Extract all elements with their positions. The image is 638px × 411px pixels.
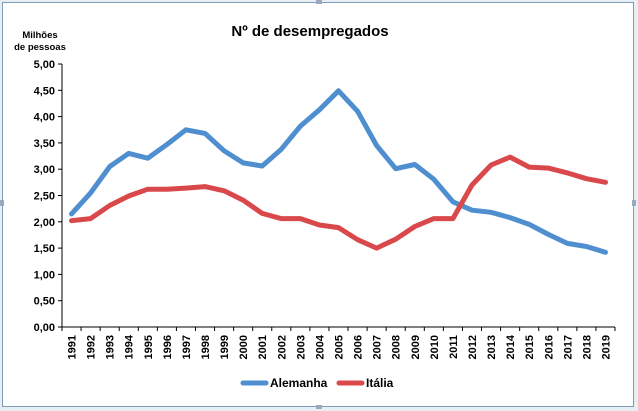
y-tick-label: 0,50 <box>34 296 55 308</box>
x-tick-label: 2019 <box>600 335 612 359</box>
x-tick-label: 2001 <box>257 335 269 359</box>
x-tick-label: 2004 <box>314 334 326 359</box>
x-tick-labels: 1991 1992 1993 1994 1995 1996 1997 1998 1999 2000… <box>67 334 613 359</box>
x-tick-label: 1998 <box>200 335 212 359</box>
x-tick-label: 2017 <box>562 335 574 359</box>
y-tick-label: 4,50 <box>34 85 55 97</box>
legend: Alemanha Itália <box>240 376 394 390</box>
x-tick-label: 1992 <box>86 335 98 359</box>
x-tick-label: 2003 <box>295 335 307 359</box>
resize-handle-left[interactable] <box>0 200 4 206</box>
x-tick-label: 2014 <box>505 334 517 359</box>
x-tick-label: 2007 <box>372 335 384 359</box>
x-tick-label: 2009 <box>410 335 422 359</box>
series-line-itália <box>69 154 608 251</box>
resize-handle-bottom[interactable] <box>316 405 322 409</box>
y-tick-label: 3,00 <box>34 164 55 176</box>
x-tick-label: 2006 <box>353 335 365 359</box>
x-tick-label: 1999 <box>219 335 231 359</box>
x-tick-label: 1996 <box>162 335 174 359</box>
y-tick-label: 1,00 <box>34 269 55 281</box>
series-lines <box>69 88 608 255</box>
y-tick-label: 2,50 <box>34 191 55 203</box>
x-tick-label: 1995 <box>143 335 155 359</box>
y-tick-label: 2,00 <box>34 217 55 229</box>
x-tick-label: 2002 <box>276 335 288 359</box>
x-tick-label: 2018 <box>581 335 593 359</box>
chart-title: Nº de desempregados <box>231 23 388 40</box>
x-tick-label: 2013 <box>486 335 498 359</box>
y-axis-label-line2: de pessoas <box>14 42 66 53</box>
x-tick-label: 2016 <box>543 335 555 359</box>
resize-handle-top[interactable] <box>316 0 322 4</box>
x-tick-label: 1993 <box>105 335 117 359</box>
x-tick-label: 2011 <box>448 335 460 359</box>
y-tick-label: 3,50 <box>34 138 55 150</box>
x-tick-label: 2000 <box>238 335 250 359</box>
axes <box>58 63 616 331</box>
y-tick-label: 4,00 <box>34 112 55 124</box>
y-tick-label: 5,00 <box>34 59 55 71</box>
x-tick-label: 2008 <box>391 335 403 359</box>
x-tick-label: 1997 <box>181 335 193 359</box>
x-tick-label: 2005 <box>334 335 346 359</box>
y-tick-label: 1,50 <box>34 243 55 255</box>
resize-handle-right[interactable] <box>632 200 636 206</box>
legend-label-alemanha: Alemanha <box>270 376 328 390</box>
x-tick-label: 2010 <box>429 335 441 359</box>
series-line-alemanha <box>69 88 608 255</box>
y-tick-label: 0,00 <box>34 322 55 334</box>
legend-label-itália: Itália <box>366 376 394 390</box>
y-axis-label-line1: Milhões <box>22 30 57 41</box>
x-tick-label: 1994 <box>124 334 136 359</box>
x-tick-label: 1991 <box>67 335 79 359</box>
y-tick-labels: 0,00 0,50 1,00 1,50 2,00 2,50 3,00 3,50 4,00 4,50… <box>34 59 55 334</box>
x-tick-label: 2015 <box>524 335 536 359</box>
x-tick-label: 2012 <box>467 335 479 359</box>
